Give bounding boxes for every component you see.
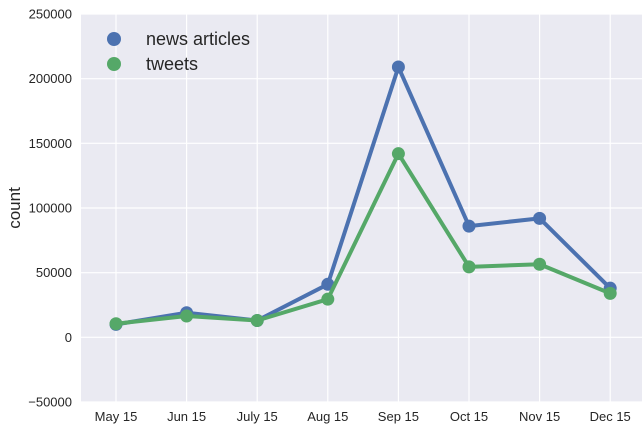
x-tick-label: July 15 [237,409,278,424]
y-tick-label: 50000 [36,265,72,280]
legend-label: news articles [146,29,250,49]
series-layer [109,60,617,331]
data-point [462,219,476,233]
series-line [114,151,613,326]
data-point [250,314,264,328]
y-tick-label: 100000 [29,201,72,216]
data-point [533,257,547,271]
x-tick-label: Aug 15 [307,409,348,424]
data-point [109,317,123,331]
legend-marker [107,32,121,46]
y-tick-label: 200000 [29,71,72,86]
y-tick-label: 250000 [29,7,72,22]
y-tick-label: 0 [65,330,72,345]
data-point [603,286,617,300]
series-line [114,65,613,327]
y-tick-labels: −50000 0 50000 100000 150000 200000 250000 [28,7,72,410]
y-axis-label: count [5,187,24,229]
legend-marker [107,57,121,71]
data-point [321,277,335,291]
y-tick-label: 150000 [29,136,72,151]
x-tick-label: May 15 [95,409,138,424]
data-point [391,147,405,161]
y-tick-label: −50000 [28,395,72,410]
x-tick-label: Sep 15 [378,409,419,424]
x-tick-label: Dec 15 [590,409,631,424]
data-point [533,211,547,225]
grid-lines [81,13,642,403]
legend-label: tweets [146,54,198,74]
data-point [321,292,335,306]
x-tick-labels: May 15 Jun 15 July 15 Aug 15 Sep 15 Oct 15 Nov… [95,409,631,424]
x-tick-label: Jun 15 [167,409,206,424]
legend: news articles tweets [107,29,250,74]
data-point [180,309,194,323]
x-tick-label: Nov 15 [519,409,560,424]
series-1 [109,147,617,331]
x-tick-label: Oct 15 [450,409,488,424]
data-point [391,60,405,74]
data-point [462,260,476,274]
